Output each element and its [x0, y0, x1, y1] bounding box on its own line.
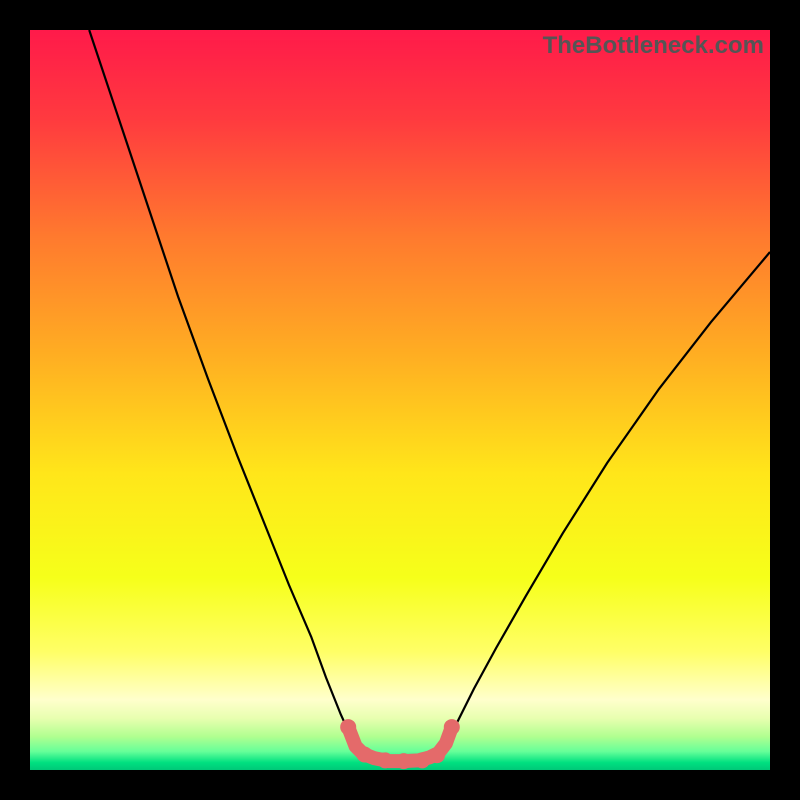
- plot-area: TheBottleneck.com: [30, 30, 770, 770]
- bottleneck-marker-dot: [340, 719, 356, 735]
- bottleneck-curve: [89, 30, 770, 763]
- curve-layer: [30, 30, 770, 770]
- bottleneck-marker-dot: [396, 753, 412, 769]
- bottleneck-marker-dot: [356, 746, 372, 762]
- bottleneck-marker-dot: [444, 719, 460, 735]
- bottleneck-marker-dot: [414, 752, 430, 768]
- watermark-text: TheBottleneck.com: [543, 32, 764, 60]
- bottleneck-marker-dot: [429, 747, 445, 763]
- bottleneck-marker-dot: [377, 752, 393, 768]
